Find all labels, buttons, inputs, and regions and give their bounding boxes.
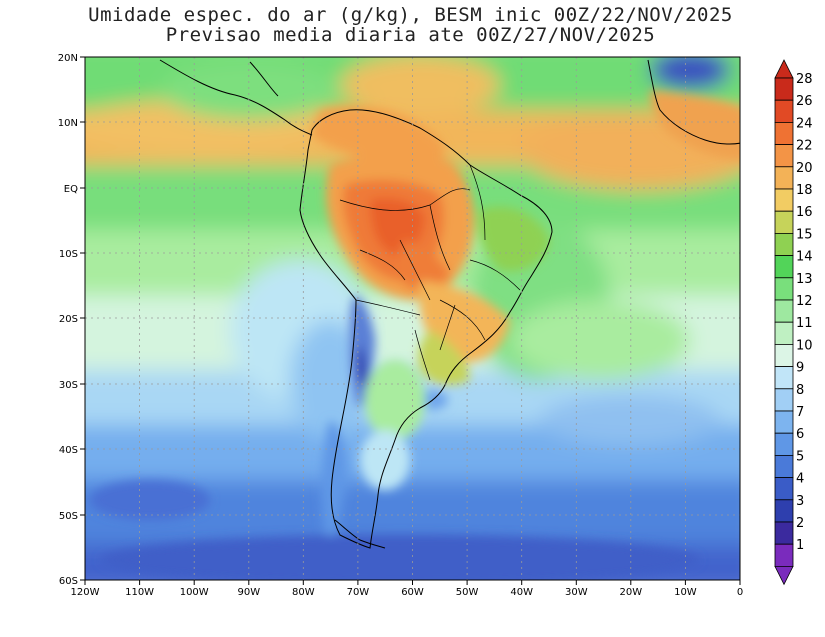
colorbar-swatch [774, 454, 794, 478]
colorbar-label: 15 [796, 227, 813, 242]
colorbar-swatch [774, 299, 794, 323]
colorbar-label: 8 [796, 383, 804, 398]
colorbar-swatch [774, 477, 794, 501]
colorbar-label: 4 [796, 472, 804, 487]
colorbar-label: 16 [796, 205, 813, 220]
colorbar-label: 18 [796, 183, 813, 198]
colorbar-swatch [774, 122, 794, 146]
colorbar-label: 2 [796, 516, 804, 531]
colorbar-swatch [774, 343, 794, 367]
colorbar-label: 22 [796, 139, 813, 154]
colorbar-swatch [774, 232, 794, 256]
colorbar-swatch [774, 166, 794, 190]
colorbar: 28 26 24 22 20 18 16 15 14 13 12 11 10 9 8 7 6 5 4 3 2 1 [774, 59, 813, 586]
colorbar-label: 11 [796, 316, 813, 331]
colorbar-max-arrow [774, 59, 794, 79]
colorbar-swatch [774, 144, 794, 168]
colorbar-label: 3 [796, 494, 804, 509]
colorbar-label: 14 [796, 250, 813, 265]
lat-label: 10S [59, 249, 78, 260]
lon-label: 80W [292, 587, 315, 598]
colorbar-swatch [774, 366, 794, 390]
central-america-coastline [159, 59, 313, 136]
africa-coastline [647, 59, 740, 145]
lon-label: 100W [180, 587, 209, 598]
lon-label: 70W [347, 587, 370, 598]
colorbar-swatch [774, 255, 794, 279]
colorbar-swatch [774, 388, 794, 412]
lat-label: 20N [58, 53, 78, 64]
colorbar-swatch [774, 210, 794, 234]
lon-label: 90W [237, 587, 260, 598]
colorbar-swatch [774, 543, 794, 567]
lat-label: 20S [59, 314, 78, 325]
lon-label: 30W [565, 587, 588, 598]
colorbar-swatch [774, 410, 794, 434]
colorbar-swatch [774, 77, 794, 101]
colorbar-label: 1 [796, 538, 804, 553]
lat-label: 10N [58, 118, 78, 129]
map-title-line2: Previsao media diaria ate 00Z/27/NOV/202… [165, 24, 656, 46]
colorbar-swatch [774, 521, 794, 545]
lat-label: 60S [59, 576, 78, 587]
colorbar-label: 7 [796, 405, 804, 420]
colorbar-min-arrow [774, 566, 794, 586]
tierra-del-fuego [334, 519, 386, 549]
lat-label: 50S [59, 511, 78, 522]
colorbar-label: 10 [796, 338, 813, 353]
axis-ticks [80, 56, 741, 585]
colorbar-swatch [774, 432, 794, 456]
colorbar-swatch [774, 188, 794, 212]
map-gridlines [85, 57, 740, 580]
colorbar-swatch [774, 277, 794, 301]
lon-label: 10W [674, 587, 697, 598]
colorbar-swatch [774, 321, 794, 345]
colorbar-swatch [774, 99, 794, 123]
country-borders [339, 164, 521, 381]
lon-label: 110W [125, 587, 154, 598]
map-title-line1: Umidade espec. do ar (g/kg), BESM inic 0… [88, 4, 733, 26]
longitude-labels: 120W 110W 100W 90W 80W 70W 60W 50W 40W 3… [71, 587, 744, 598]
lon-label: 60W [401, 587, 424, 598]
lon-label: 20W [619, 587, 642, 598]
lon-label: 120W [71, 587, 100, 598]
colorbar-label: 12 [796, 294, 813, 309]
colorbar-label: 24 [796, 116, 813, 131]
colorbar-label: 13 [796, 272, 813, 287]
lon-label: 0 [737, 587, 743, 598]
lat-label: 40S [59, 445, 78, 456]
latitude-labels: 20N 10N EQ 10S 20S 30S 40S 50S 60S [58, 53, 78, 587]
south-america-coastline [299, 109, 553, 549]
lat-label: 30S [59, 380, 78, 391]
lon-label: 40W [510, 587, 533, 598]
colorbar-label: 9 [796, 361, 804, 376]
colorbar-label: 28 [796, 72, 813, 87]
lon-label: 50W [456, 587, 479, 598]
colorbar-label: 5 [796, 449, 804, 464]
coastlines [159, 59, 740, 549]
colorbar-label: 6 [796, 427, 804, 442]
colorbar-label: 20 [796, 161, 813, 176]
lat-label: EQ [64, 184, 78, 195]
colorbar-label: 26 [796, 94, 813, 109]
colorbar-swatch [774, 499, 794, 523]
